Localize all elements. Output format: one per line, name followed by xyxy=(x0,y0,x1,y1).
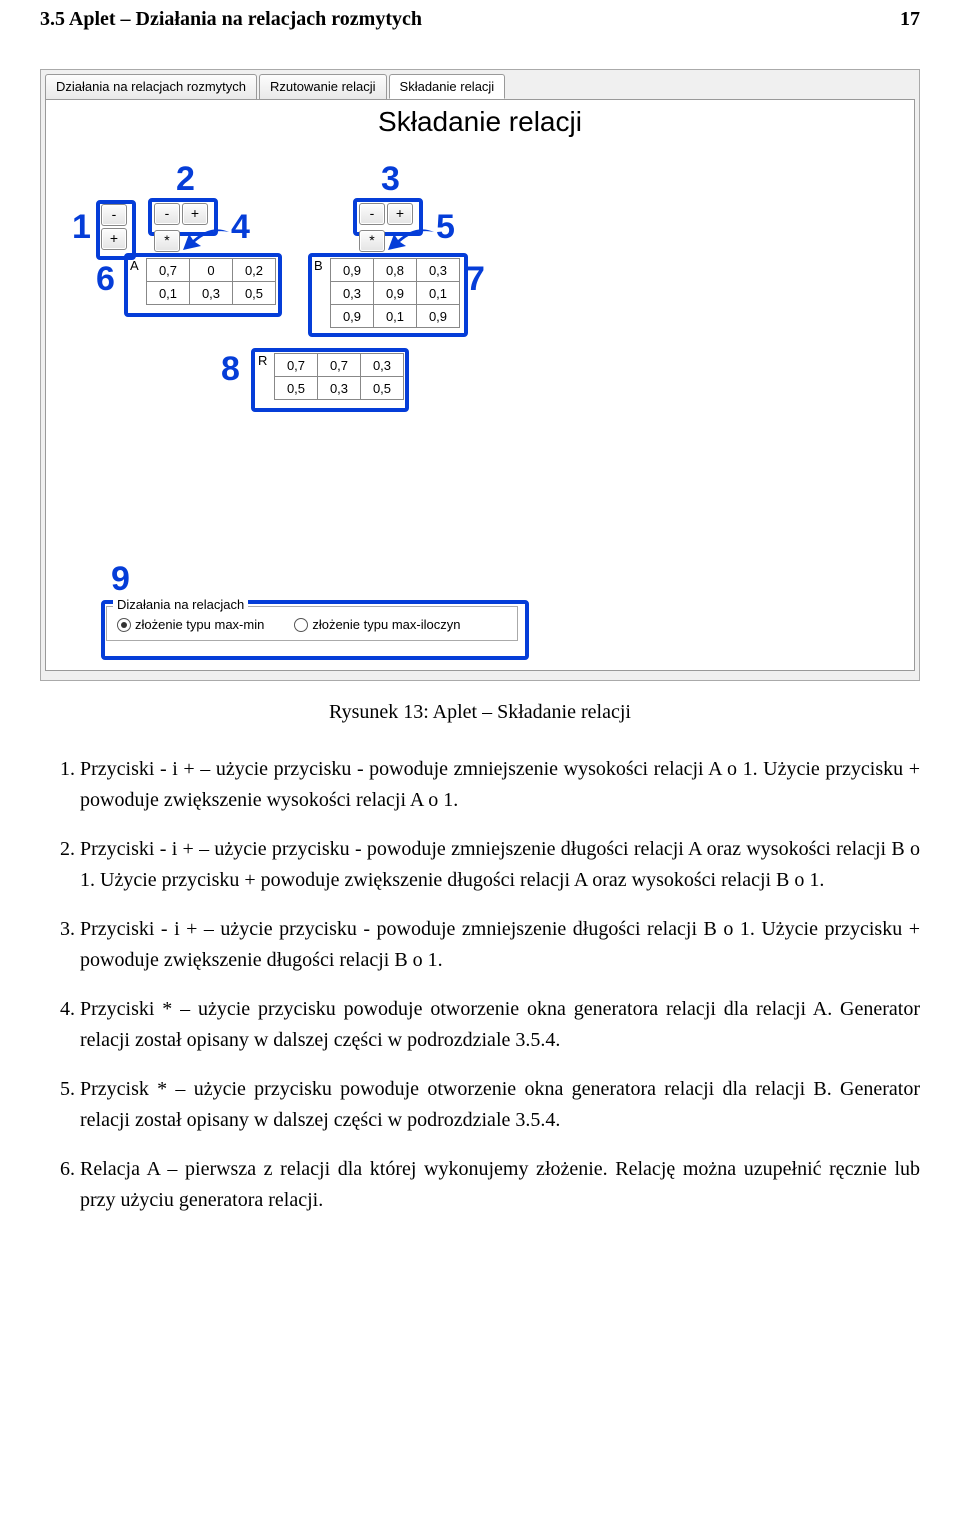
list-item: Przyciski - i + – użycie przycisku - pow… xyxy=(80,914,920,976)
matrix-r-cell: 0,3 xyxy=(361,354,404,377)
page-title: Składanie relacji xyxy=(46,106,914,138)
radio-option-maxprod[interactable]: złożenie typu max-iloczyn xyxy=(294,617,460,632)
matrix-b-cell[interactable]: 0,3 xyxy=(331,282,374,305)
matrix-b-cell[interactable]: 0,1 xyxy=(417,282,460,305)
tabbar: Działania na relacjach rozmytych Rzutowa… xyxy=(41,70,919,99)
annotation-6: 6 xyxy=(96,260,115,299)
matrix-b-cell[interactable]: 0,1 xyxy=(374,305,417,328)
list-item: Przyciski - i + – użycie przycisku - pow… xyxy=(80,754,920,816)
list-item: Przyciski * – użycie przycisku powoduje … xyxy=(80,994,920,1056)
matrix-b-cell[interactable]: 0,9 xyxy=(331,259,374,282)
matrix-r-cell: 0,3 xyxy=(318,377,361,400)
star-button-a[interactable]: * xyxy=(154,230,180,252)
plus-button-len-a[interactable]: + xyxy=(182,203,208,225)
matrix-r: R 0,7 0,7 0,3 0,5 0,3 0,5 xyxy=(274,353,404,400)
description-list: Przyciski - i + – użycie przycisku - pow… xyxy=(40,754,920,1216)
minus-button-height-a[interactable]: - xyxy=(101,204,127,226)
annotation-4: 4 xyxy=(231,208,250,247)
annotation-8: 8 xyxy=(221,350,240,389)
annotation-5: 5 xyxy=(436,208,455,247)
radio-icon xyxy=(294,618,308,632)
star-button-b[interactable]: * xyxy=(359,230,385,252)
matrix-a-cell[interactable]: 0,1 xyxy=(147,282,190,305)
matrix-b-cell[interactable]: 0,9 xyxy=(417,305,460,328)
matrix-a-cell[interactable]: 0,7 xyxy=(147,259,190,282)
matrix-b-cell[interactable]: 0,8 xyxy=(374,259,417,282)
matrix-a: A 0,7 0 0,2 0,1 0,3 0,5 xyxy=(146,258,276,305)
minus-button-len-b[interactable]: - xyxy=(359,203,385,225)
list-item: Przycisk * – użycie przycisku powoduje o… xyxy=(80,1074,920,1136)
matrix-b-cell[interactable]: 0,9 xyxy=(374,282,417,305)
matrix-b-cell[interactable]: 0,9 xyxy=(331,305,374,328)
section-header: 3.5 Aplet – Działania na relacjach rozmy… xyxy=(40,8,422,31)
matrix-b-cell[interactable]: 0,3 xyxy=(417,259,460,282)
minus-button-len-a[interactable]: - xyxy=(154,203,180,225)
radio-legend: Dizałania na relacjach xyxy=(113,597,248,612)
arrow-4 xyxy=(181,228,231,252)
matrix-a-cell[interactable]: 0,5 xyxy=(233,282,276,305)
radio-label: złożenie typu max-min xyxy=(135,617,264,632)
figure-caption: Rysunek 13: Aplet – Składanie relacji xyxy=(40,701,920,724)
list-item: Przyciski - i + – użycie przycisku - pow… xyxy=(80,834,920,896)
matrix-r-cell: 0,7 xyxy=(275,354,318,377)
annotation-3: 3 xyxy=(381,160,400,199)
matrix-r-cell: 0,7 xyxy=(318,354,361,377)
annotation-9: 9 xyxy=(111,560,130,599)
radio-icon xyxy=(117,618,131,632)
radio-panel: Dizałania na relacjach złożenie typu max… xyxy=(106,606,518,641)
applet-window: Działania na relacjach rozmytych Rzutowa… xyxy=(40,69,920,681)
annotation-1: 1 xyxy=(72,208,91,247)
radio-label: złożenie typu max-iloczyn xyxy=(312,617,460,632)
matrix-a-cell[interactable]: 0,3 xyxy=(190,282,233,305)
tab-body: Składanie relacji 1 2 3 4 5 6 7 8 9 - + … xyxy=(45,99,915,671)
matrix-r-cell: 0,5 xyxy=(361,377,404,400)
matrix-a-cell[interactable]: 0,2 xyxy=(233,259,276,282)
matrix-b: B 0,9 0,8 0,3 0,3 0,9 0,1 0,9 0,1 xyxy=(330,258,460,328)
arrow-5 xyxy=(386,228,436,252)
plus-button-len-b[interactable]: + xyxy=(387,203,413,225)
matrix-b-label: B xyxy=(314,258,323,273)
matrix-r-label: R xyxy=(258,353,267,368)
matrix-a-cell[interactable]: 0 xyxy=(190,259,233,282)
radio-option-maxmin[interactable]: złożenie typu max-min xyxy=(117,617,264,632)
matrix-r-cell: 0,5 xyxy=(275,377,318,400)
annotation-7: 7 xyxy=(466,260,485,299)
page-number: 17 xyxy=(900,8,920,31)
list-item: Relacja A – pierwsza z relacji dla które… xyxy=(80,1154,920,1216)
matrix-a-label: A xyxy=(130,258,139,273)
tab-projection[interactable]: Rzutowanie relacji xyxy=(259,74,387,99)
plus-button-height-a[interactable]: + xyxy=(101,228,127,250)
tab-composition[interactable]: Składanie relacji xyxy=(389,74,506,99)
annotation-2: 2 xyxy=(176,160,195,199)
tab-operations[interactable]: Działania na relacjach rozmytych xyxy=(45,74,257,99)
